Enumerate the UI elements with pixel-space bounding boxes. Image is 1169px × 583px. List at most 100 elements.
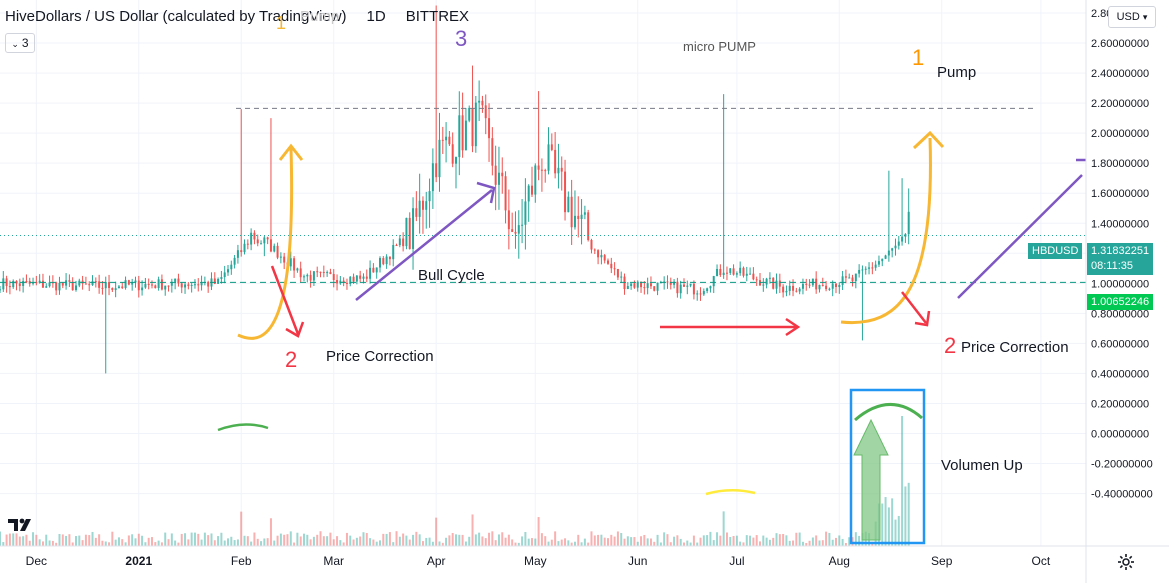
candle-body [471, 107, 474, 147]
candle-body [180, 283, 183, 288]
volume-bar [398, 536, 401, 546]
volume-bar [593, 535, 596, 546]
candle-body [256, 239, 259, 244]
volume-bar [84, 534, 87, 546]
gear-icon[interactable] [1116, 552, 1136, 572]
volume-bar [673, 536, 676, 546]
candle-body [901, 236, 904, 242]
candle-body [61, 282, 64, 286]
volume-bar [851, 537, 854, 546]
volume-bar [213, 540, 216, 546]
candle-body [610, 263, 613, 269]
volume-bar [104, 541, 107, 546]
volume-bar [141, 535, 144, 546]
volume-bar [81, 540, 84, 546]
candle-body [425, 201, 428, 210]
volume-bar [41, 541, 44, 546]
time-tick-label: Oct [1032, 554, 1051, 568]
volume-bar [322, 536, 325, 546]
volume-bar [392, 542, 395, 546]
tradingview-logo-icon[interactable] [6, 512, 34, 536]
volume-bar [838, 535, 841, 546]
volume-bar [739, 541, 742, 546]
volume-bar [418, 534, 421, 546]
candle-body [699, 293, 702, 295]
candle-body [683, 284, 685, 287]
volume-bar [312, 536, 315, 546]
symbol-name[interactable]: HiveDollars / US Dollar (calculated by T… [5, 8, 347, 25]
volume-bar [332, 539, 335, 546]
candle-body [117, 286, 120, 289]
volume-bar [435, 517, 438, 546]
candle-body [365, 276, 368, 279]
volume-bar [55, 542, 58, 546]
volume-bar [521, 536, 524, 546]
volume-bar [269, 518, 272, 546]
volume-bar [256, 538, 259, 546]
volume-bar [345, 532, 348, 546]
candle-body [94, 281, 97, 283]
candle-body [263, 237, 266, 244]
candle-body [91, 281, 94, 286]
volume-bar [534, 538, 537, 546]
volume-bar [28, 540, 31, 546]
volume-bar [51, 540, 54, 546]
indicators-toggle-button[interactable]: ⌄ 3 [5, 33, 35, 53]
volume-bar [649, 538, 652, 546]
candle-body [435, 163, 438, 178]
candle-body [735, 273, 738, 275]
candle-body [785, 290, 788, 293]
candle-body [762, 284, 765, 286]
price-tick-label: 1.80000000 [1091, 158, 1149, 170]
volume-bar [412, 534, 415, 546]
volume-bar [101, 540, 104, 546]
candle-body [415, 208, 418, 217]
candle-body [481, 100, 484, 106]
volume-bar [484, 538, 487, 546]
candle-body [22, 280, 25, 286]
volume-bar [91, 531, 94, 546]
candle-body [134, 280, 137, 283]
volume-bar [117, 537, 120, 546]
candle-body [772, 277, 775, 289]
chart-drawings [217, 130, 1086, 545]
volume-bar [38, 539, 41, 546]
time-tick-label: 2021 [125, 554, 152, 568]
time-tick-label: Dec [26, 554, 47, 568]
volume-bar [504, 537, 507, 546]
orange-curve-left [237, 147, 294, 340]
candle-body [451, 144, 454, 164]
candle-body [557, 167, 560, 174]
candle-body [778, 280, 781, 287]
candle-body [12, 280, 15, 288]
candle-body [732, 268, 735, 275]
candle-body [461, 115, 464, 151]
candle-body [269, 239, 272, 252]
volume-bar [193, 532, 196, 546]
red-arrow-left [270, 265, 300, 335]
volume-bar [633, 537, 636, 546]
candle-body [177, 278, 180, 284]
candle-body [68, 280, 71, 282]
candle-body [725, 272, 728, 274]
volume-bar [286, 534, 289, 546]
currency-selector[interactable]: USD ▾ [1108, 6, 1156, 28]
candle-body [388, 256, 391, 260]
volume-bar [32, 532, 35, 546]
interval-label[interactable]: 1D [366, 8, 386, 25]
candle-body [544, 170, 547, 172]
candle-body [478, 100, 481, 103]
annotation-number-3: 3 [455, 26, 468, 51]
symbol-tag: HBDUSD [1028, 243, 1083, 259]
volume-bar [174, 540, 177, 546]
time-axis[interactable]: Dec 2021 Feb Mar Apr May Jun Jul Aug Sep Oct [26, 554, 1051, 568]
volume-bar [127, 535, 130, 546]
candle-body [240, 250, 243, 253]
volume-bar [818, 540, 821, 546]
volume-bar [316, 534, 319, 546]
candle-body [531, 185, 533, 195]
volume-bar [273, 540, 276, 546]
volume-bar [831, 539, 834, 546]
volume-bar [167, 539, 170, 546]
